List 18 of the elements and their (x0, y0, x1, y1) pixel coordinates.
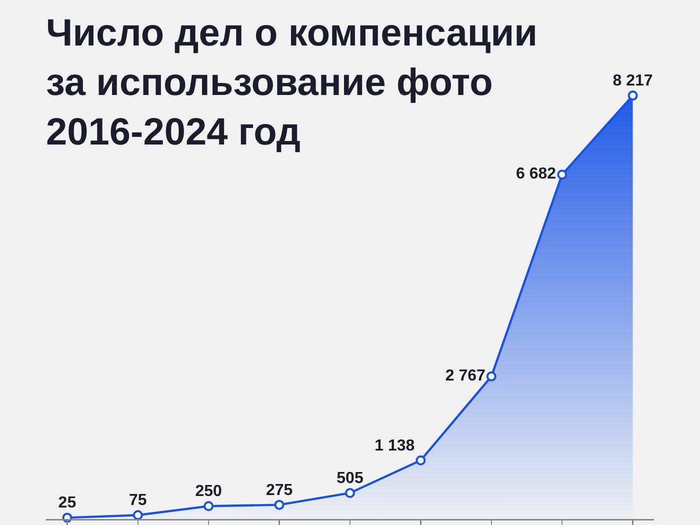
point (274, 500, 284, 510)
data-label: 6 682 (516, 166, 556, 183)
point (416, 455, 426, 466)
data-label: 1 138 (374, 437, 415, 454)
data-label: 2 767 (445, 367, 486, 384)
data-label: 75 (129, 492, 147, 510)
data-label: 8 217 (612, 72, 653, 90)
point (557, 170, 568, 180)
data-label: 250 (195, 483, 222, 500)
data-label: 275 (266, 482, 293, 499)
point (345, 488, 355, 498)
point (486, 371, 496, 382)
point (628, 90, 638, 101)
chart-title: Число дел о компенсации за использование фото 2016-2024 год (46, 12, 538, 154)
data-label: 25 (58, 494, 76, 512)
point (204, 501, 214, 512)
data-label: 505 (336, 470, 364, 487)
point (132, 510, 143, 520)
